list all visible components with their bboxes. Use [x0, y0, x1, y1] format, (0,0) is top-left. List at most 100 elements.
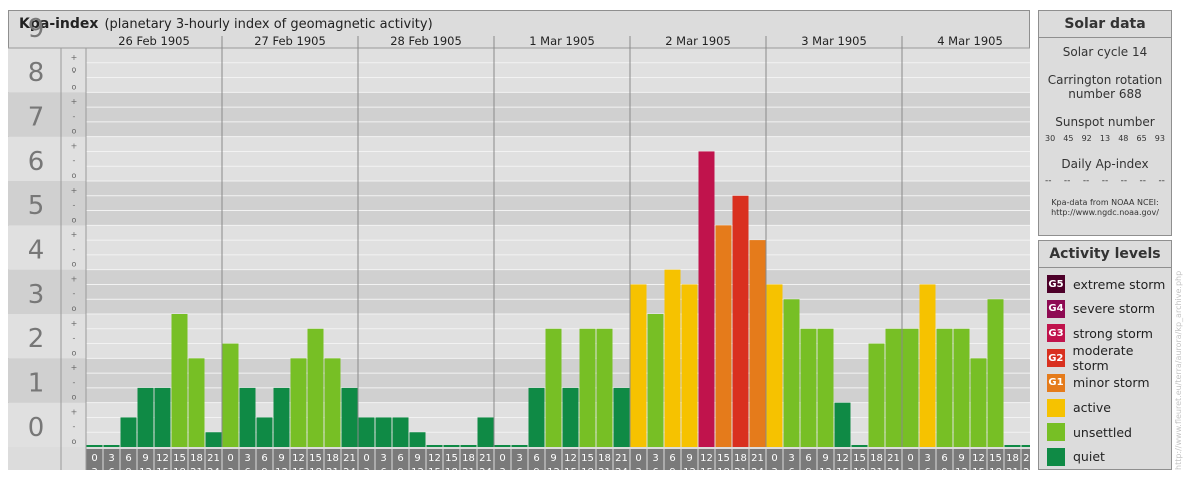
time-start-label: 3 — [924, 453, 930, 464]
chart-title: Kpa-index — [19, 16, 99, 32]
time-end-label: 3 — [499, 467, 505, 470]
time-label-box — [681, 449, 698, 470]
kp-bar — [154, 387, 171, 447]
time-end-label: 3 — [227, 467, 233, 470]
time-start-label: 6 — [669, 453, 675, 464]
source-line-1: Kpa-data from NOAA NCEI: — [1051, 198, 1159, 207]
y-tick-label: 7 — [28, 103, 45, 133]
kp-bar — [307, 328, 324, 447]
time-end-label: 12 — [275, 467, 288, 470]
minor-tick-mark: + — [71, 97, 78, 106]
time-label-box — [868, 449, 885, 470]
time-start-label: 12 — [972, 453, 985, 464]
time-end-label: 21 — [462, 467, 475, 470]
time-label-box — [596, 449, 613, 470]
time-end-label: 18 — [445, 467, 458, 470]
time-end-label: 15 — [836, 467, 849, 470]
kp-bar — [902, 328, 919, 447]
time-start-label: 9 — [142, 453, 148, 464]
kp-bar — [103, 445, 120, 447]
sunspot-value: 65 — [1136, 134, 1147, 143]
time-start-label: 0 — [771, 453, 777, 464]
time-end-label: 21 — [870, 467, 883, 470]
minor-tick-mark: o — [72, 348, 77, 357]
legend-swatch — [1047, 447, 1065, 466]
minor-tick-mark: - — [73, 68, 76, 77]
legend-item-quiet: quiet — [1047, 447, 1105, 466]
time-start-label: 18 — [462, 453, 475, 464]
time-start-label: 21 — [343, 453, 356, 464]
time-start-label: 3 — [108, 453, 114, 464]
time-label-box — [1004, 449, 1021, 470]
time-start-label: 21 — [615, 453, 628, 464]
kp-bar — [137, 387, 154, 447]
time-end-label: 12 — [411, 467, 424, 470]
kp-bar — [375, 417, 392, 447]
y-tick-label: 3 — [28, 280, 45, 310]
time-start-label: 18 — [326, 453, 339, 464]
day-label: 3 Mar 1905 — [801, 34, 867, 48]
time-end-label: 12 — [547, 467, 560, 470]
time-label-box — [936, 449, 953, 470]
minor-tick-mark: - — [73, 378, 76, 387]
time-end-label: 6 — [380, 467, 386, 470]
kpa-bar-chart: 0123456789o-+o-+o-+o-+o-+o-+o-+o-+o-+o26… — [8, 14, 1030, 470]
time-start-label: 12 — [292, 453, 305, 464]
time-label-box — [783, 449, 800, 470]
legend-label: severe storm — [1073, 301, 1155, 317]
time-start-label: 18 — [1006, 453, 1019, 464]
solar-cycle: Solar cycle 14 — [1062, 45, 1148, 59]
kp-bar — [749, 240, 766, 447]
time-end-label: 9 — [125, 467, 131, 470]
time-label-box — [715, 449, 732, 470]
time-start-label: 21 — [887, 453, 900, 464]
time-end-label: 9 — [397, 467, 403, 470]
kp-bar — [205, 432, 222, 447]
time-label-box — [511, 449, 528, 470]
time-label-box — [86, 449, 103, 470]
source-link[interactable]: http://www.ngdc.noaa.gov/ — [1051, 208, 1159, 217]
sunspot-value: 92 — [1081, 134, 1092, 143]
kp-bar — [885, 328, 902, 447]
time-end-label: 9 — [941, 467, 947, 470]
minor-tick-mark: o — [72, 82, 77, 91]
activity-levels-title: Activity levels — [1039, 241, 1171, 268]
time-start-label: 3 — [516, 453, 522, 464]
minor-tick-mark: + — [71, 141, 78, 150]
kp-band — [8, 136, 1030, 181]
minor-tick-mark: - — [73, 422, 76, 431]
time-end-label: 9 — [533, 467, 539, 470]
time-label-box — [222, 449, 239, 470]
kp-band — [8, 269, 1030, 314]
time-start-label: 3 — [788, 453, 794, 464]
time-end-label: 18 — [853, 467, 866, 470]
chart-title-row: Kpa-index (planetary 3-hourly index of ge… — [19, 16, 433, 32]
time-start-label: 15 — [717, 453, 730, 464]
activity-levels-panel: Activity levels G5 extreme storm G4 seve… — [1038, 240, 1172, 470]
kp-bar — [953, 328, 970, 447]
minor-tick-mark: - — [73, 245, 76, 254]
time-end-label: 12 — [139, 467, 152, 470]
time-start-label: 6 — [261, 453, 267, 464]
time-label-box — [528, 449, 545, 470]
time-start-label: 21 — [751, 453, 764, 464]
sunspot-label: Sunspot number — [1055, 115, 1155, 129]
time-start-label: 6 — [941, 453, 947, 464]
kp-bar — [120, 417, 137, 447]
ap-value: -- — [1082, 176, 1090, 186]
y-tick-label: 4 — [28, 236, 45, 266]
time-label-box — [171, 449, 188, 470]
ap-value: -- — [1120, 176, 1128, 186]
time-end-label: 18 — [173, 467, 186, 470]
kp-bar — [613, 387, 630, 447]
time-label-box — [290, 449, 307, 470]
time-end-label: 6 — [108, 467, 114, 470]
minor-tick-mark: o — [72, 65, 77, 74]
time-start-label: 9 — [686, 453, 692, 464]
kp-bar — [545, 328, 562, 447]
sunspot-value: 45 — [1063, 134, 1074, 143]
kp-bar — [987, 299, 1004, 447]
time-label-box — [902, 449, 919, 470]
time-end-label: 12 — [819, 467, 832, 470]
legend-label: extreme storm — [1073, 276, 1166, 292]
